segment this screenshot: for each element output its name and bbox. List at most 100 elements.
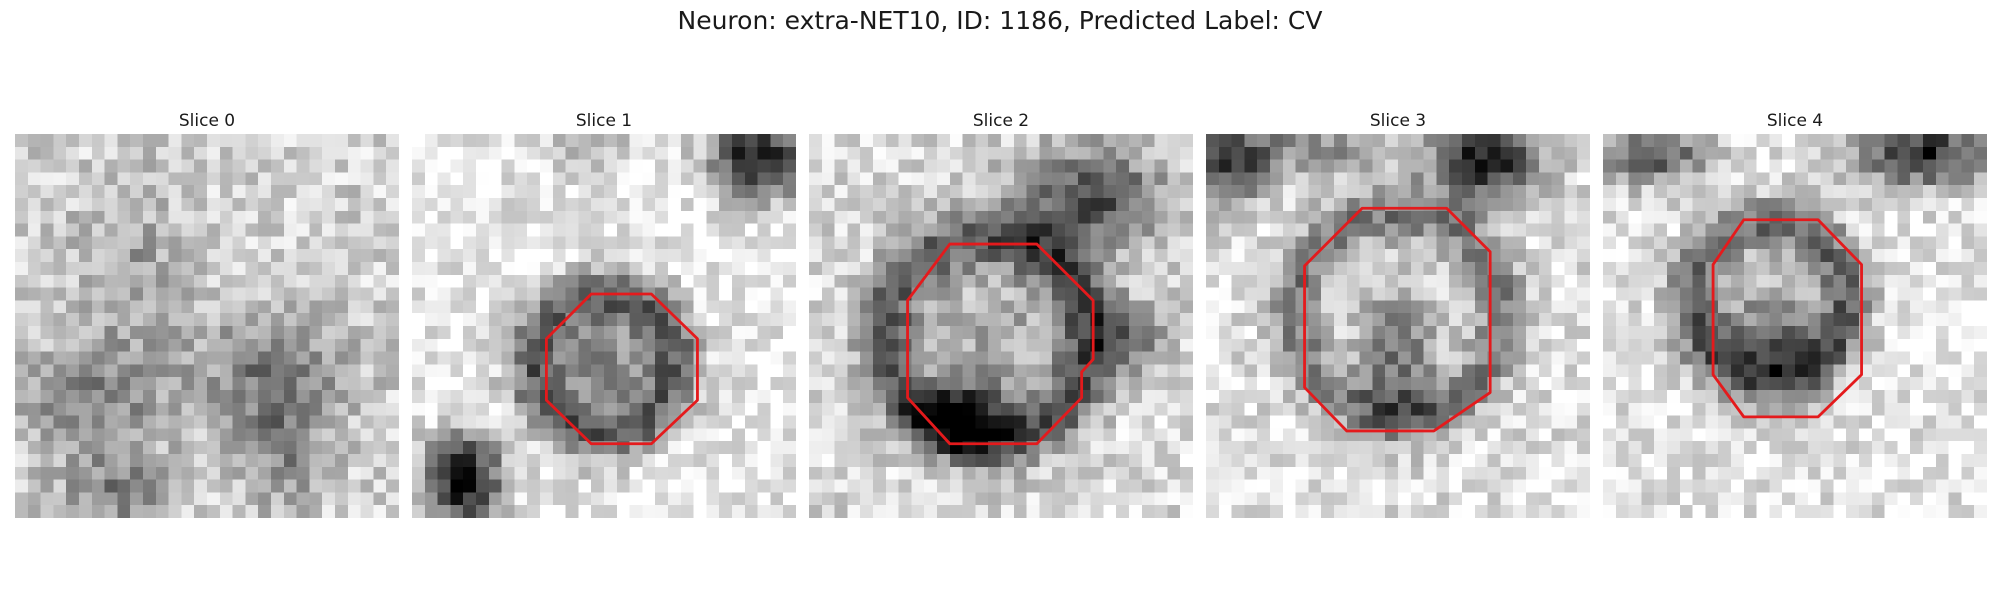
pixel [1282,249,1296,263]
pixel [104,249,118,263]
pixel [386,146,399,160]
pixel [565,415,579,429]
pixel [1077,198,1091,212]
pixel [1167,326,1181,340]
pixel [1679,146,1693,160]
pixel [975,466,989,480]
pixel [1615,300,1629,314]
pixel [1526,262,1540,276]
pixel [1270,300,1284,314]
pixel [1141,505,1155,518]
pixel [488,492,502,506]
pixel [783,390,796,404]
pixel [655,377,669,391]
pixel [117,210,131,224]
pixel [1974,428,1987,442]
pixel [1603,428,1617,442]
pixel [1974,300,1987,314]
pixel [706,390,720,404]
pixel [1180,428,1193,442]
pixel [1308,492,1322,506]
pixel [668,492,682,506]
pixel [706,300,720,314]
pixel [744,223,758,237]
pixel [1948,492,1962,506]
pixel [1385,326,1399,340]
pixel [911,466,925,480]
pixel [1359,479,1373,493]
pixel [988,428,1002,442]
pixel [1731,377,1745,391]
pixel [1871,210,1885,224]
pixel [168,492,182,506]
pixel [1884,479,1898,493]
pixel [1948,223,1962,237]
pixel [1961,377,1975,391]
pixel [591,313,605,327]
pixel [181,134,195,148]
pixel [719,390,733,404]
pixel [1321,300,1335,314]
pixel [949,466,963,480]
pixel [1603,300,1617,314]
pixel [219,198,233,212]
pixel [1436,338,1450,352]
pixel [898,505,912,518]
pixel [1743,159,1757,173]
pixel [40,441,54,455]
pixel [1449,326,1463,340]
pixel [1526,146,1540,160]
pixel [783,185,796,199]
pixel [258,172,272,186]
pixel [1372,402,1386,416]
pixel [1039,159,1053,173]
pixel [1346,274,1360,288]
pixel [1090,159,1104,173]
pixel [1257,223,1271,237]
pixel [309,415,323,429]
pixel [1756,223,1770,237]
pixel [1270,415,1284,429]
pixel [821,210,835,224]
pixel [53,300,67,314]
pixel [1257,428,1271,442]
pixel [1513,466,1527,480]
pixel [629,377,643,391]
pixel [104,351,118,365]
pixel [232,454,246,468]
pixel [898,351,912,365]
pixel [1206,262,1220,276]
pixel [1910,441,1924,455]
pixel [514,210,528,224]
pixel [15,185,29,199]
pixel [1039,326,1053,340]
pixel [1910,402,1924,416]
pixel [1103,198,1117,212]
pixel [91,326,105,340]
pixel [1308,159,1322,173]
pixel [424,326,438,340]
pixel [514,492,528,506]
pixel [1807,185,1821,199]
pixel [463,236,477,250]
pixel [1500,441,1514,455]
pixel [79,351,93,365]
pixel [181,236,195,250]
pixel [1859,505,1873,518]
pixel [1436,249,1450,263]
pixel [91,198,105,212]
pixel [1487,159,1501,173]
pixel [1116,134,1130,148]
pixel [924,326,938,340]
pixel [309,198,323,212]
pixel [1667,454,1681,468]
pixel [1026,159,1040,173]
pixel [143,428,157,442]
pixel [1282,185,1296,199]
pixel [1436,159,1450,173]
pixel [1385,479,1399,493]
pixel [194,287,208,301]
pixel [604,249,618,263]
pixel [1564,466,1578,480]
pixel [27,313,41,327]
